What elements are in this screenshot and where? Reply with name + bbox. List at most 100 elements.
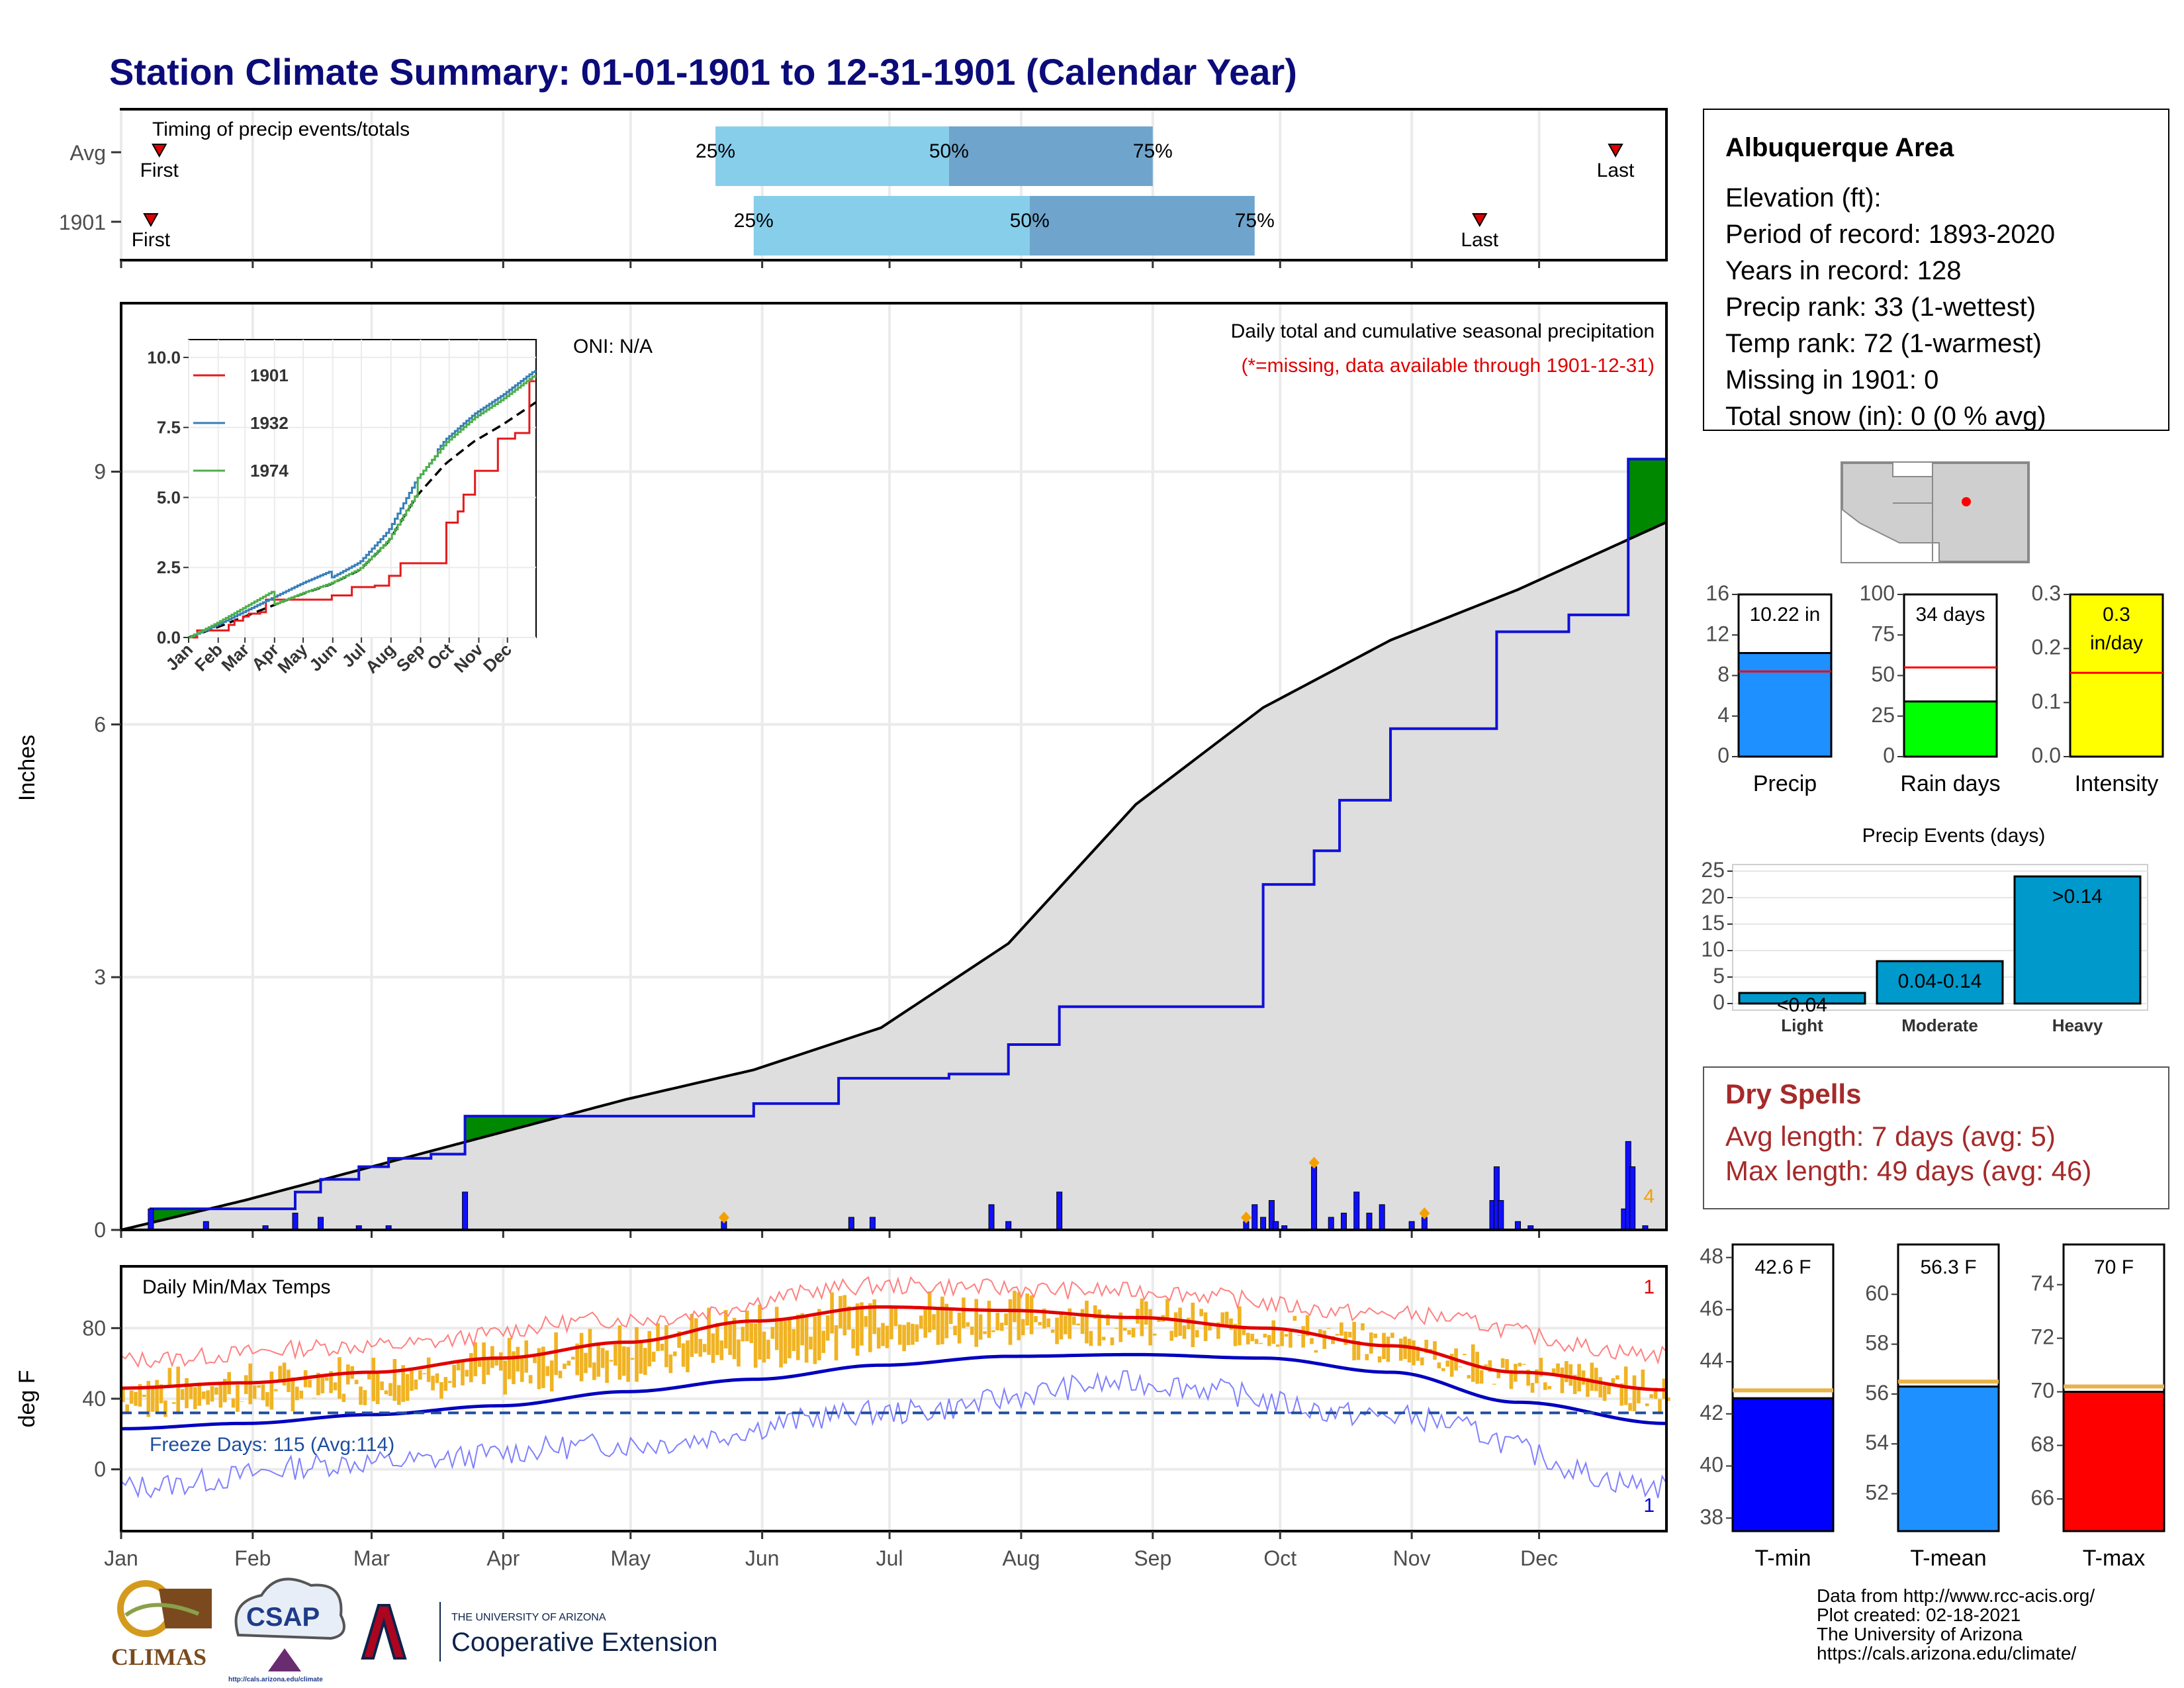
summary-bar-tick-label: 0 bbox=[1883, 743, 1895, 767]
temp-panel-title: Daily Min/Max Temps bbox=[142, 1276, 331, 1298]
precip-surplus-fill bbox=[482, 1116, 487, 1138]
temp-top-count: 1 bbox=[1643, 1276, 1655, 1298]
temp-daily-range-bar bbox=[600, 1348, 605, 1368]
temp-daily-range-bar bbox=[1093, 1305, 1097, 1319]
info-line: Precip rank: 33 (1-wettest) bbox=[1725, 293, 2036, 322]
temp-daily-range-bar bbox=[320, 1377, 325, 1393]
temp-daily-range-bar bbox=[193, 1387, 197, 1409]
temp-series bbox=[120, 1276, 1670, 1499]
temp-daily-range-bar bbox=[719, 1340, 724, 1360]
temp-daily-range-bar bbox=[970, 1326, 974, 1335]
temp-record-min-line bbox=[120, 1370, 1667, 1499]
temp-daily-range-bar bbox=[422, 1373, 427, 1375]
timing-bar-q2 bbox=[1029, 196, 1255, 256]
temp-daily-range-bar bbox=[1658, 1399, 1662, 1413]
temp-daily-range-bar bbox=[1152, 1333, 1157, 1336]
locator-map bbox=[1841, 461, 2030, 563]
temp-daily-range-bar bbox=[1424, 1339, 1428, 1354]
precip-ytick-label: 6 bbox=[94, 712, 106, 736]
temp-daily-range-bar bbox=[443, 1377, 448, 1391]
precip-record-marker bbox=[718, 1211, 729, 1224]
temp-ytick-label: 40 bbox=[82, 1387, 106, 1411]
temp-daily-range-bar bbox=[1046, 1318, 1051, 1327]
precip-surplus-fill bbox=[1632, 459, 1637, 538]
temp-bar-value-label: 70 F bbox=[2094, 1256, 2134, 1278]
events-tick-label: 0 bbox=[1713, 990, 1725, 1014]
temp-daily-range-bar bbox=[465, 1370, 469, 1377]
month-tick-label: Jun bbox=[745, 1546, 780, 1570]
month-tick-label: Mar bbox=[353, 1546, 390, 1570]
temp-bar-tick-label: 68 bbox=[2030, 1432, 2054, 1456]
csap-logo: CSAP http://cals.arizona.edu/climate bbox=[228, 1577, 345, 1683]
temp-daily-range-bar bbox=[1607, 1384, 1611, 1395]
station-info-box: Albuquerque Area Elevation (ft): Period … bbox=[1703, 109, 2169, 431]
temp-daily-range-bar bbox=[839, 1295, 842, 1329]
temp-daily-range-bar bbox=[1602, 1385, 1607, 1401]
temp-daily-range-bar bbox=[876, 1327, 881, 1349]
temp-bar-tick-label: 72 bbox=[2030, 1325, 2054, 1349]
temp-daily-range-bar bbox=[1029, 1295, 1034, 1335]
events-tick-label: 5 bbox=[1713, 964, 1725, 988]
temp-daily-range-bar bbox=[1263, 1333, 1267, 1338]
temp-bar-tick-label: 42 bbox=[1700, 1401, 1723, 1425]
inset-legend-label: 1901 bbox=[250, 365, 289, 385]
precip-surplus-fill bbox=[465, 1116, 470, 1143]
temp-daily-range-bar bbox=[1467, 1375, 1471, 1379]
temp-daily-range-bar bbox=[533, 1356, 537, 1364]
temp-bar-value-label: 42.6 F bbox=[1754, 1256, 1811, 1278]
temp-normal-max-line bbox=[120, 1305, 1667, 1392]
temp-y-label: deg F bbox=[15, 1370, 40, 1428]
precip-daily-bar bbox=[148, 1208, 154, 1231]
precip-surplus-fill bbox=[1662, 459, 1667, 524]
timing-last-marker bbox=[1472, 213, 1488, 228]
temp-daily-range-bar bbox=[672, 1351, 677, 1356]
timing-first-label: First bbox=[132, 229, 171, 251]
timing-row-label-year: 1901 bbox=[59, 211, 106, 234]
temp-daily-range-bar bbox=[1347, 1331, 1352, 1338]
timing-p25-label: 25% bbox=[696, 140, 735, 162]
temperature-bar-charts: 38 40 42 44 46 48 42.6 F T-min 52 54 56 58 60 56.3 F T… bbox=[1700, 1243, 2165, 1571]
timing-bar-q1 bbox=[753, 196, 1030, 256]
temp-daily-range-bar bbox=[1118, 1312, 1123, 1342]
temp-daily-range-bar bbox=[359, 1386, 363, 1405]
temp-daily-range-bar bbox=[1314, 1350, 1318, 1353]
temp-daily-range-bar bbox=[944, 1303, 949, 1338]
temp-daily-range-bar bbox=[592, 1362, 596, 1380]
temp-daily-range-bar bbox=[1246, 1333, 1250, 1344]
temp-daily-range-bar bbox=[1590, 1362, 1594, 1391]
info-line: Period of record: 1893-2020 bbox=[1725, 220, 2055, 249]
temp-daily-range-bar bbox=[897, 1324, 902, 1345]
temp-daily-range-bar bbox=[995, 1313, 1000, 1331]
temp-daily-range-bar bbox=[236, 1385, 240, 1412]
temp-daily-range-bar bbox=[537, 1348, 541, 1389]
inset-series-1974 bbox=[189, 375, 537, 639]
temp-daily-range-bar bbox=[749, 1323, 754, 1343]
precip-surplus-fill bbox=[524, 1116, 529, 1127]
temp-daily-range-bar bbox=[681, 1343, 686, 1367]
temp-daily-range-bar bbox=[915, 1324, 919, 1342]
temp-daily-range-bar bbox=[1343, 1331, 1348, 1345]
precip-y-axis: 0 3 6 9 bbox=[94, 460, 121, 1242]
temp-daily-range-bar bbox=[1144, 1301, 1148, 1325]
temp-daily-range-bar bbox=[723, 1309, 728, 1349]
csap-cloud bbox=[234, 1577, 345, 1640]
temp-daily-range-bar bbox=[728, 1321, 732, 1355]
temp-daily-range-bar bbox=[999, 1323, 1004, 1331]
info-line: Total snow (in): 0 (0 % avg) bbox=[1725, 402, 2046, 431]
temp-daily-range-bar bbox=[1611, 1378, 1615, 1386]
temp-daily-range-bar bbox=[414, 1380, 418, 1390]
temp-daily-range-bar bbox=[1038, 1322, 1042, 1326]
temp-y-axis: 0 40 80 bbox=[82, 1316, 121, 1481]
temp-daily-range-bar bbox=[1097, 1309, 1102, 1346]
temp-daily-range-bar bbox=[1203, 1312, 1208, 1341]
temp-daily-range-bar bbox=[1390, 1333, 1394, 1338]
footer-line: Plot created: 02-18-2021 bbox=[1817, 1605, 2021, 1625]
temp-daily-range-bar bbox=[770, 1327, 775, 1339]
precip-daily-bar bbox=[848, 1217, 854, 1231]
temp-bar-tick-label: 40 bbox=[1700, 1453, 1723, 1477]
temp-daily-range-bar bbox=[774, 1307, 779, 1350]
temp-daily-range-bar bbox=[396, 1385, 401, 1405]
precip-surplus-fill bbox=[159, 1209, 164, 1221]
precip-surplus-fill bbox=[185, 1209, 190, 1215]
